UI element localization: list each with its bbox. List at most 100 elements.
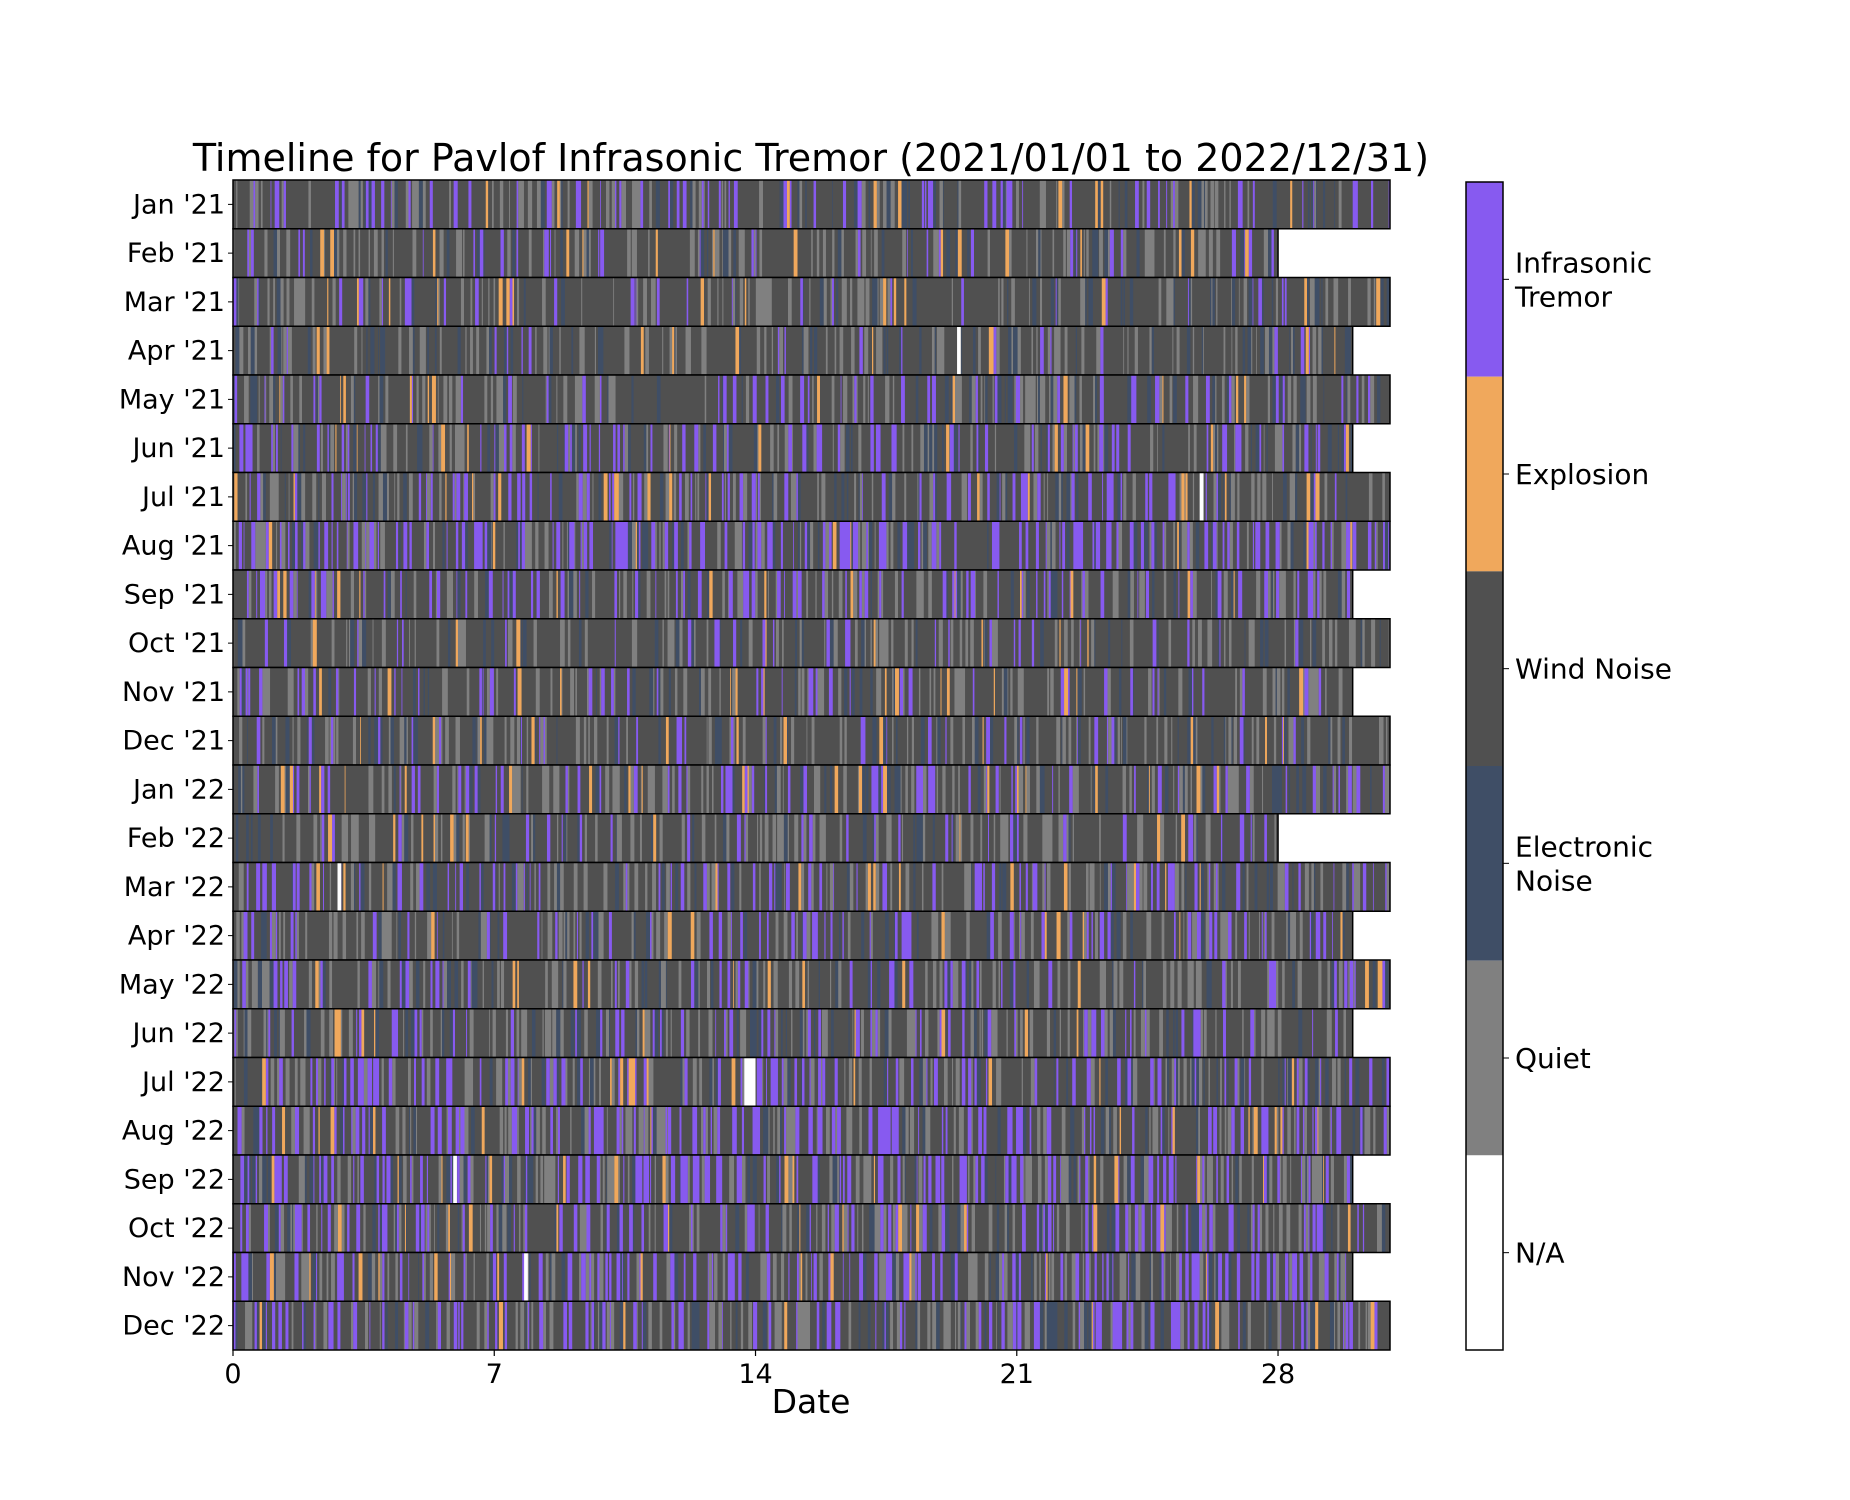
row-label: Sep '22 [124,1164,225,1195]
class-segments [253,180,1391,229]
class-segments [246,570,1353,619]
class-segments [291,862,1349,912]
month-row-bar [233,667,1353,717]
class-segments [239,326,1322,375]
row-labels: Jan '21 Feb '21 Mar '21 Apr '21 May '21 Jun '… [119,189,233,1342]
month-row-bar [233,375,1390,424]
class-segments [282,813,1276,863]
month-row-bar [233,277,1390,327]
month-row [232,1154,1354,1205]
class-segments [239,667,1322,717]
colorbar: Infrasonic Tremor Explosion Wind Noise Elect… [1465,181,1672,1351]
colorbar-label: Infrasonic Tremor [1514,246,1652,313]
month-row [232,423,1354,474]
class-segments [265,1057,1391,1107]
class-segments [234,375,1371,424]
x-tick-label: 7 [486,1359,503,1390]
class-segments [236,911,1303,960]
month-row [232,910,1354,961]
month-row-bar [233,813,1279,863]
month-row-bar [233,1008,1353,1058]
month-row [232,666,1354,717]
month-row-bar [233,1252,1353,1302]
class-segments [233,1301,1378,1350]
class-segments [245,1301,1371,1350]
x-axis-label: Date [772,1382,851,1421]
class-segments [240,765,1390,814]
class-segments [243,1057,1385,1107]
class-segments [248,1252,1341,1302]
month-row-bar [233,472,1390,522]
na-period [453,1155,457,1204]
month-row [232,959,1391,1010]
row-label: Jul '21 [140,482,225,513]
class-segments [244,1155,1353,1204]
colorbar-label: Electronic Noise [1515,830,1653,897]
row-label: May '22 [119,969,225,1000]
month-row [232,618,1391,669]
colorbar-swatch [1466,960,1503,1156]
x-axis: 0 7 14 21 28 [224,1350,1295,1390]
row-label: Mar '22 [124,872,225,903]
colorbar-swatch [1466,182,1503,377]
chart-title: Timeline for Pavlof Infrasonic Tremor (2… [192,136,1429,180]
colorbar-swatch [1466,571,1503,766]
class-segments [249,472,1337,522]
month-row [232,1008,1354,1059]
month-row-bar [233,180,1390,229]
class-segments [233,228,1269,278]
colorbar-swatch [1466,376,1503,572]
colorbar-label: Explosion [1515,458,1649,491]
x-tick-label: 14 [738,1359,772,1390]
month-row [232,813,1279,864]
na-period [337,862,342,912]
row-label: Oct '22 [128,1213,225,1244]
class-segments [235,326,1351,375]
colorbar-label: Wind Noise [1515,653,1672,686]
na-period [1199,472,1204,522]
row-label: Dec '21 [122,726,225,757]
class-segments [360,716,1284,765]
row-label: May '21 [119,384,225,415]
row-label: Jul '22 [140,1067,225,1098]
month-row [232,276,1391,327]
month-row [232,764,1391,815]
month-row [232,228,1279,279]
class-segments [257,765,1385,814]
na-period [744,1057,756,1107]
row-label: Dec '22 [122,1311,225,1342]
month-row [232,471,1391,522]
class-segments [271,326,1310,375]
na-period [524,1252,528,1302]
class-segments [248,570,1346,619]
row-label: Aug '22 [122,1116,225,1147]
row-label: Nov '22 [122,1262,225,1293]
class-segments [235,813,1253,863]
month-row [232,715,1391,766]
na-period [957,326,961,375]
class-segments [238,862,1390,912]
class-segments [233,618,1390,668]
month-row [232,1056,1391,1107]
month-row [232,520,1391,571]
month-row-bar [233,326,1353,375]
class-segments [233,375,1381,424]
colorbar-swatch [1466,1155,1503,1350]
row-label: Jan '21 [131,189,225,220]
row-label: Oct '21 [128,628,225,659]
x-tick-label: 0 [224,1359,241,1390]
row-label: Feb '22 [127,823,225,854]
row-label: Feb '21 [127,238,225,269]
class-segments [237,1106,1387,1155]
month-row [232,179,1391,230]
row-label: Sep '21 [124,579,225,610]
month-row-bar [233,618,1390,668]
row-label: Apr '22 [128,921,225,952]
class-segments [241,667,1290,717]
class-segments [245,472,1391,522]
month-row [232,1251,1354,1302]
row-label: Jan '22 [131,774,225,805]
timeline-rows [232,179,1391,1351]
